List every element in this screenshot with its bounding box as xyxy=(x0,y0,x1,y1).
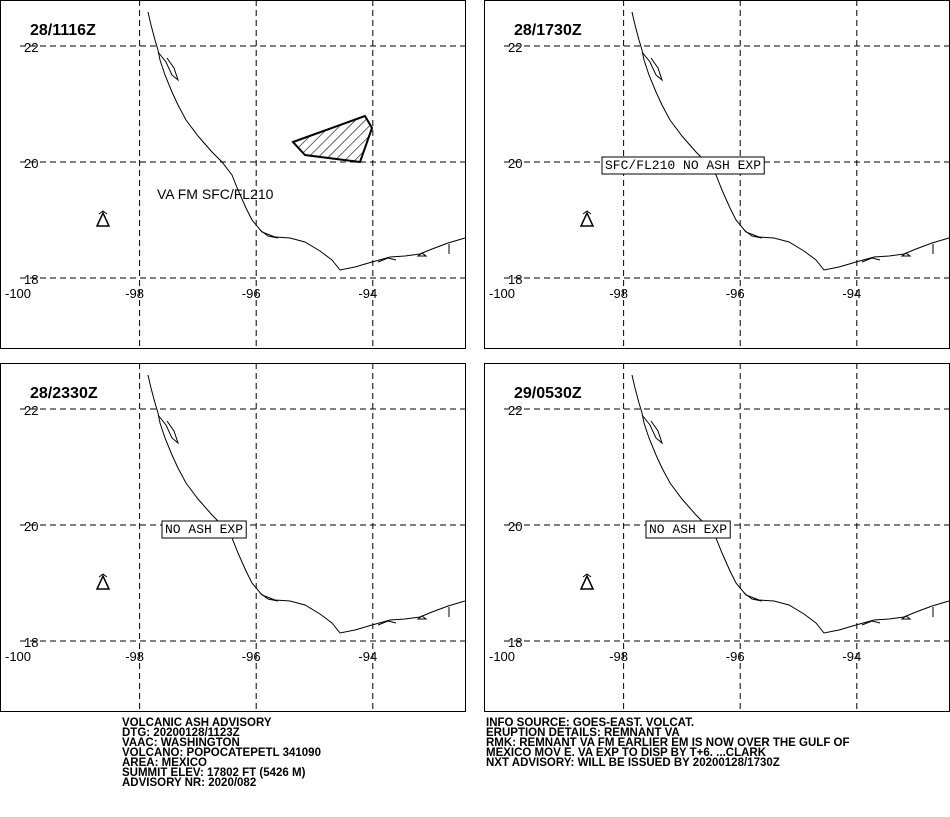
panel-frame xyxy=(0,0,466,349)
valid-time: 28/1730Z xyxy=(514,22,582,39)
lat-tick-label: 18 xyxy=(508,272,522,287)
lat-tick-label: 22 xyxy=(508,40,522,55)
lon-tick-label: -96 xyxy=(242,286,261,301)
map-panel: 22 20 18-100 -98 -96 -94 28/1730Z SFC/FL210 NO … xyxy=(484,0,950,349)
lon-tick-label: -100 xyxy=(489,649,515,664)
coastline xyxy=(580,11,950,271)
label-box xyxy=(161,520,247,539)
lon-tick-label: -96 xyxy=(726,649,745,664)
lon-tick-label: -94 xyxy=(842,286,861,301)
coastline xyxy=(96,11,466,271)
coastline xyxy=(580,374,950,634)
lat-tick-label: 18 xyxy=(24,272,38,287)
coastline xyxy=(96,374,466,634)
ash-label: NO ASH EXP xyxy=(649,522,727,537)
lon-tick-label: -98 xyxy=(609,286,628,301)
advisory-line: VOLCANIC ASH ADVISORY xyxy=(122,717,272,729)
advisory-line: NXT ADVISORY: WILL BE ISSUED BY 20200128… xyxy=(486,757,780,769)
ash-label: SFC/FL210 NO ASH EXP xyxy=(605,158,761,173)
advisory-line: AREA: MEXICO xyxy=(122,757,207,769)
lon-tick-label: -100 xyxy=(5,649,31,664)
valid-time: 28/1116Z xyxy=(30,22,96,39)
lon-tick-label: -94 xyxy=(358,286,377,301)
map-panel: 22 20 18-100 -98 -96 -94 28/1116Z VA FM SFC/FL2… xyxy=(0,0,466,349)
advisory-line: MEXICO MOV E. VA EXP TO DISP BY T+6. ...… xyxy=(486,747,767,759)
lat-tick-label: 22 xyxy=(508,403,522,418)
advisory-line: INFO SOURCE: GOES-EAST. VOLCAT. xyxy=(486,717,694,729)
lat-tick-label: 20 xyxy=(24,156,38,171)
advisory-line: VAAC: WASHINGTON xyxy=(122,737,240,749)
lat-tick-label: 22 xyxy=(24,403,38,418)
lon-tick-label: -98 xyxy=(125,649,144,664)
lon-tick-label: -94 xyxy=(842,649,861,664)
advisory-line: ERUPTION DETAILS: REMNANT VA xyxy=(486,727,680,739)
advisory-line: SUMMIT ELEV: 17802 FT (5426 M) xyxy=(122,767,306,779)
lat-tick-label: 18 xyxy=(24,635,38,650)
lat-tick-label: 20 xyxy=(508,156,522,171)
lon-tick-label: -100 xyxy=(489,286,515,301)
map-panel: 22 20 18-100 -98 -96 -94 29/0530Z NO ASH EXP xyxy=(484,363,950,712)
label-box xyxy=(645,520,731,539)
advisory-line: RMK: REMNANT VA FM EARLIER EM IS NOW OVE… xyxy=(486,737,850,749)
lat-tick-label: 18 xyxy=(508,635,522,650)
lon-tick-label: -96 xyxy=(726,286,745,301)
lon-tick-label: -98 xyxy=(609,649,628,664)
advisory-line: ADVISORY NR: 2020/082 xyxy=(122,777,256,789)
panel-frame xyxy=(0,363,466,712)
advisory-line: DTG: 20200128/1123Z xyxy=(122,727,240,739)
valid-time: 29/0530Z xyxy=(514,385,582,402)
ash-label: VA FM SFC/FL210 xyxy=(157,186,274,202)
lat-tick-label: 20 xyxy=(508,519,522,534)
lat-tick-label: 22 xyxy=(24,40,38,55)
lon-tick-label: -96 xyxy=(242,649,261,664)
label-box xyxy=(601,156,765,175)
advisory-line: VOLCANO: POPOCATEPETL 341090 xyxy=(122,747,321,759)
lon-tick-label: -98 xyxy=(125,286,144,301)
map-panel: 22 20 18-100 -98 -96 -94 28/2330Z NO ASH EXP xyxy=(0,363,466,712)
ash-label: NO ASH EXP xyxy=(165,522,243,537)
lat-tick-label: 20 xyxy=(24,519,38,534)
valid-time: 28/2330Z xyxy=(30,385,98,402)
lon-tick-label: -94 xyxy=(358,649,377,664)
ash-area xyxy=(291,114,374,164)
lon-tick-label: -100 xyxy=(5,286,31,301)
